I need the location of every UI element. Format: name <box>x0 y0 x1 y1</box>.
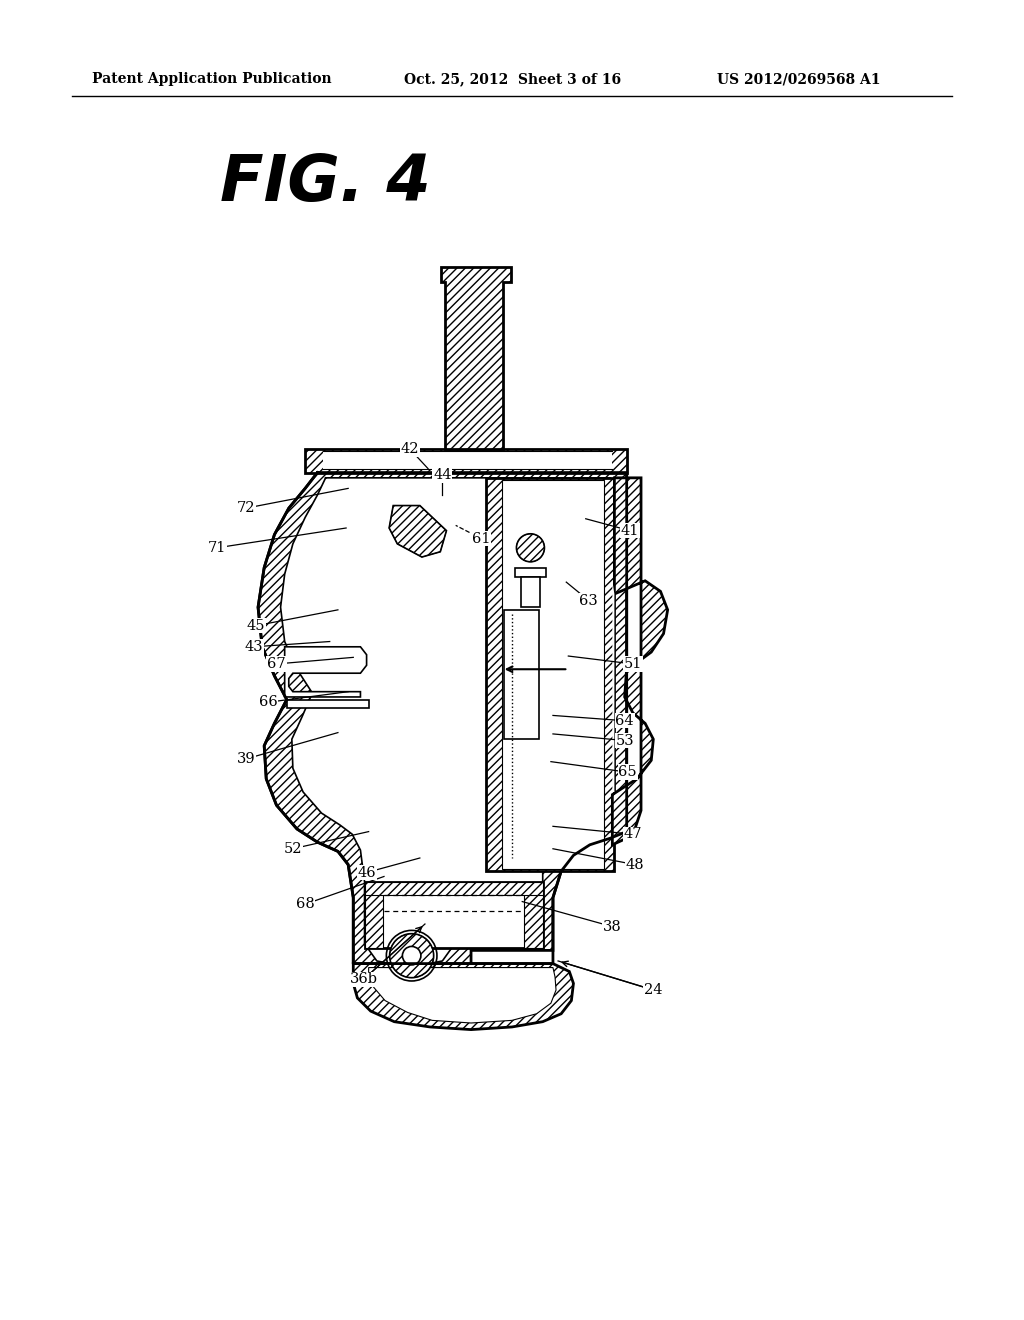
Polygon shape <box>353 964 573 1030</box>
Circle shape <box>516 533 545 562</box>
Text: 43: 43 <box>245 640 263 653</box>
Text: 53: 53 <box>615 734 634 747</box>
Circle shape <box>402 946 421 965</box>
Polygon shape <box>612 581 614 792</box>
Text: 51: 51 <box>624 657 642 671</box>
Polygon shape <box>441 267 511 449</box>
Polygon shape <box>281 478 610 968</box>
Text: 52: 52 <box>284 842 302 855</box>
Polygon shape <box>285 647 367 697</box>
Text: 63: 63 <box>580 594 598 607</box>
Polygon shape <box>365 882 543 948</box>
Polygon shape <box>612 478 668 845</box>
Text: 72: 72 <box>237 502 255 515</box>
Text: 24: 24 <box>644 983 663 997</box>
Polygon shape <box>365 882 543 895</box>
Text: 65: 65 <box>618 766 637 779</box>
Text: 46: 46 <box>357 866 376 879</box>
Text: 39: 39 <box>237 752 255 766</box>
Text: 67: 67 <box>267 657 286 671</box>
Text: 68: 68 <box>296 898 314 911</box>
Polygon shape <box>323 451 612 469</box>
Text: 64: 64 <box>615 714 634 727</box>
Text: 45: 45 <box>247 619 265 632</box>
Text: 42: 42 <box>400 442 419 455</box>
Text: Patent Application Publication: Patent Application Publication <box>92 73 332 86</box>
Polygon shape <box>504 610 539 739</box>
Text: 47: 47 <box>624 828 642 841</box>
Polygon shape <box>287 700 369 708</box>
Polygon shape <box>369 968 556 1023</box>
Polygon shape <box>365 882 383 948</box>
Text: 38: 38 <box>603 920 622 933</box>
Polygon shape <box>524 882 543 948</box>
Text: Oct. 25, 2012  Sheet 3 of 16: Oct. 25, 2012 Sheet 3 of 16 <box>404 73 622 86</box>
Circle shape <box>390 933 433 978</box>
Polygon shape <box>486 478 614 871</box>
Polygon shape <box>521 577 540 607</box>
Polygon shape <box>258 473 627 987</box>
Text: 41: 41 <box>621 524 639 537</box>
Text: 36b: 36b <box>349 973 378 986</box>
Text: 66: 66 <box>259 696 278 709</box>
Text: FIG. 4: FIG. 4 <box>220 152 431 214</box>
Text: US 2012/0269568 A1: US 2012/0269568 A1 <box>717 73 881 86</box>
Polygon shape <box>305 449 627 473</box>
Polygon shape <box>515 568 546 577</box>
Polygon shape <box>389 506 446 557</box>
Text: 48: 48 <box>626 858 644 871</box>
Text: 61: 61 <box>472 532 490 545</box>
Text: 71: 71 <box>208 541 226 554</box>
Polygon shape <box>502 480 604 869</box>
Text: 44: 44 <box>433 469 452 482</box>
